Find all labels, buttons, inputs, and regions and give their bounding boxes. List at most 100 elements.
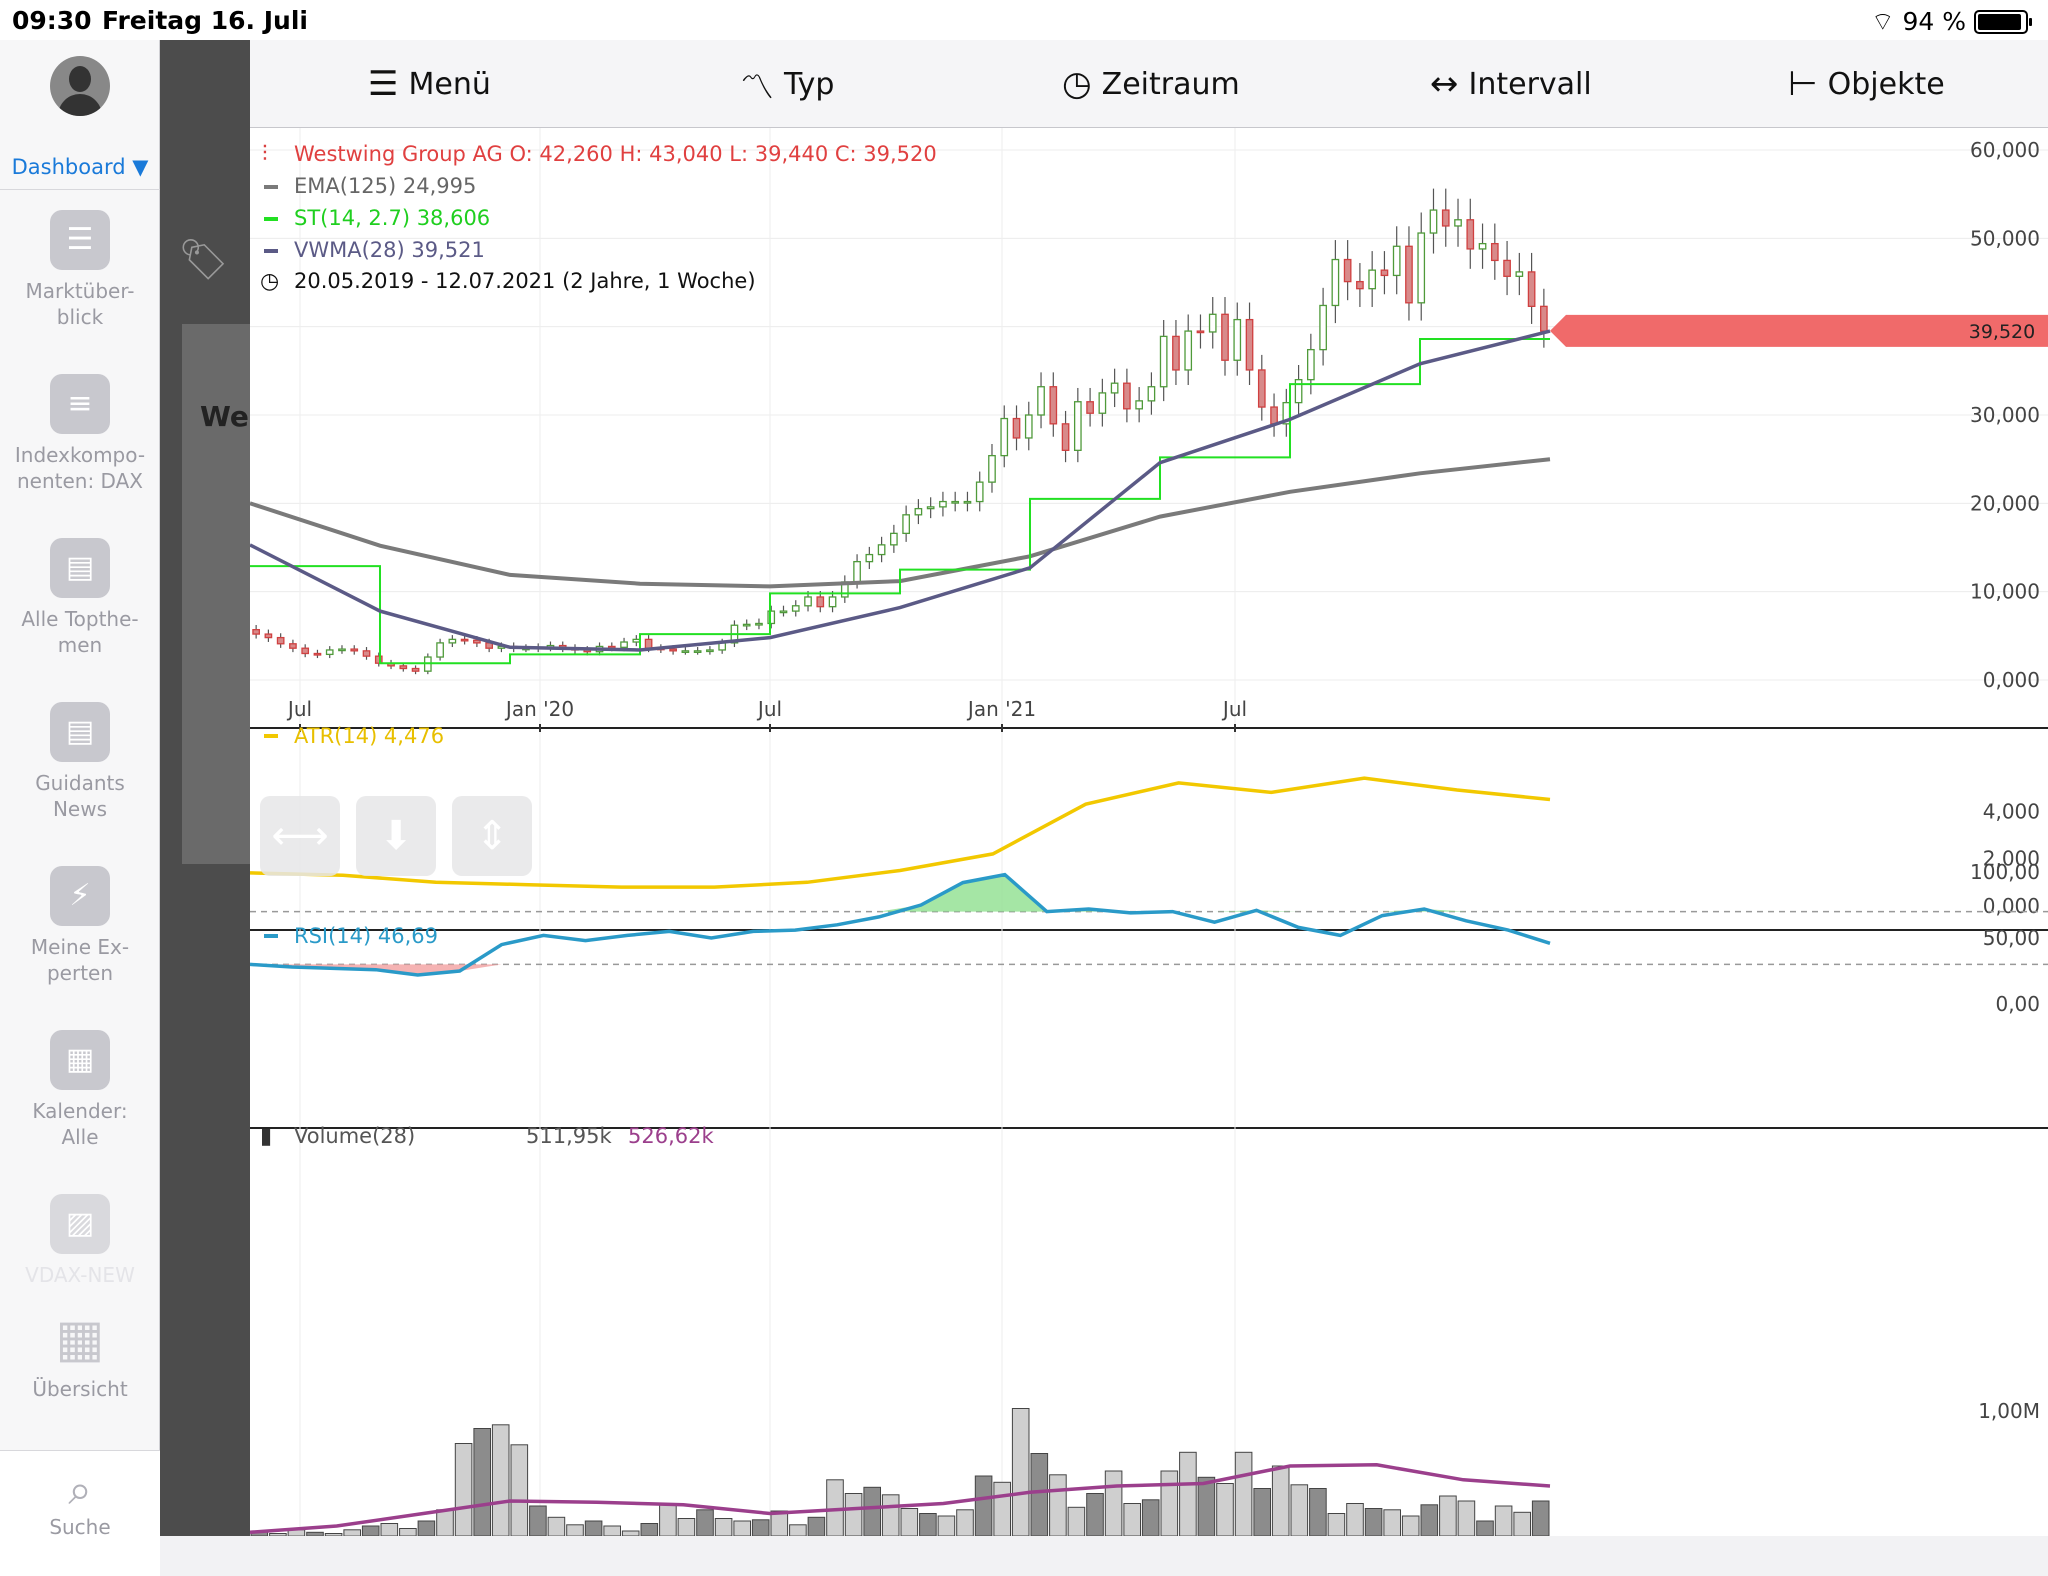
volume-bar <box>1309 1488 1327 1537</box>
volume-bar <box>1420 1504 1439 1537</box>
candle-body <box>1490 242 1499 262</box>
volume-bar <box>1364 1508 1383 1537</box>
type-button[interactable]: 〽 Typ <box>740 64 835 108</box>
chart-toolbar: ☰ Menü 〽 Typ ◷ Zeitraum ↔ Intervall ⊢ Objekte <box>250 40 2048 128</box>
candle-body <box>1454 219 1462 227</box>
volume-bar <box>974 1475 993 1537</box>
sidebar-item-marktueberblick[interactable]: ☰ Marktüber- blick <box>0 210 160 330</box>
candle-body <box>1147 386 1156 402</box>
objects-button[interactable]: ⊢ Objekte <box>1788 64 1945 104</box>
volume-bar <box>844 1493 863 1537</box>
candle-body <box>1405 245 1413 304</box>
legend-volume-value: 511,95k <box>526 1124 612 1148</box>
legend-volume-name: Volume(28) <box>294 1124 415 1148</box>
chart-area[interactable]: 4,000 2,000 0,000 100,00 50,00 0,00 1,00M ⫶ We… <box>249 128 2048 1537</box>
volume-bar <box>733 1520 751 1537</box>
volume-bar <box>956 1509 974 1537</box>
rsi-tick-label: 50,00 <box>1983 926 2040 950</box>
volume-bar <box>1216 1483 1234 1537</box>
volume-bar <box>863 1486 882 1537</box>
volume-bar <box>1141 1499 1160 1537</box>
candle-body <box>681 650 690 653</box>
atr-tick-label: 2,000 <box>1983 847 2040 871</box>
candle-body <box>1270 406 1278 425</box>
candle-body <box>374 655 383 664</box>
sidebar-item-topthemen[interactable]: ▤ Alle Topthe- men <box>0 538 160 658</box>
scroll-down-button[interactable]: ⬇ <box>356 796 436 876</box>
candle-body <box>1012 417 1021 439</box>
search-label: Suche <box>49 1515 111 1539</box>
pan-horizontal-button[interactable]: ⟷ <box>260 796 340 876</box>
volume-bar <box>919 1513 937 1537</box>
sidebar-item-label: Indexkompo- nenten: DAX <box>14 443 146 493</box>
volume-bar <box>1067 1506 1086 1537</box>
candle-body <box>1515 271 1524 277</box>
candle-body <box>951 500 960 504</box>
menu-button[interactable]: ☰ Menü <box>368 64 491 104</box>
candle-body <box>362 650 371 657</box>
chart-svg[interactable]: 4,000 2,000 0,000 100,00 50,00 0,00 1,00M ⫶ We… <box>249 128 2048 1537</box>
pan-vertical-button[interactable]: ⇕ <box>452 796 532 876</box>
volume-bar <box>603 1525 621 1537</box>
volume-bar <box>1123 1503 1142 1537</box>
volume-bar <box>677 1518 696 1537</box>
rsi-tick-label: 100,00 <box>1970 860 2040 884</box>
volume-bar <box>1104 1470 1123 1537</box>
sidebar-item-uebersicht[interactable]: ▦ Übersicht <box>0 1310 160 1402</box>
price-tick-label: 30,000 <box>1970 403 2040 427</box>
candle-body <box>1331 258 1340 307</box>
status-time: 09:30 <box>12 6 92 35</box>
arrow-left-right-icon: ⟷ <box>271 813 329 859</box>
volume-bar <box>1086 1493 1104 1537</box>
candle-body <box>1392 245 1401 277</box>
period-button[interactable]: ◷ Zeitraum <box>1062 64 1240 104</box>
candle-body <box>693 650 702 653</box>
vwma-legend-swatch <box>264 249 278 253</box>
dashboard-dropdown[interactable]: Dashboard ▼ <box>0 144 160 190</box>
volume-bar <box>1271 1465 1290 1537</box>
candle-body <box>755 622 763 626</box>
sidebar-item-guidants-news[interactable]: ▤ Guidants News <box>0 702 160 822</box>
candle-body <box>1540 305 1548 332</box>
candle-body <box>289 643 297 649</box>
sidebar-item-label: Marktüber- blick <box>25 279 135 329</box>
volume-bar <box>361 1525 380 1537</box>
ema-legend-swatch <box>264 185 278 189</box>
volume-bar <box>417 1520 436 1537</box>
arrow-down-icon: ⬇ <box>379 813 413 859</box>
avatar[interactable] <box>50 56 110 116</box>
search-icon: ⌕ <box>68 1465 92 1514</box>
candle-body <box>1233 318 1242 361</box>
sidebar-item-vdax[interactable]: ▨ VDAX-NEW <box>0 1194 160 1288</box>
volume-bar <box>529 1505 547 1537</box>
volume-bar <box>1179 1451 1197 1537</box>
sidebar-item-indexkomponenten[interactable]: ≡ Indexkompo- nenten: DAX <box>0 374 160 494</box>
candle-body <box>1294 379 1303 404</box>
list-icon: ☰ <box>50 210 110 270</box>
candle-body <box>1024 414 1033 439</box>
period-label: Zeitraum <box>1101 66 1240 102</box>
volume-legend-icon: ▮ <box>260 1124 272 1149</box>
tag-icon[interactable]: 🏷 <box>178 237 229 283</box>
background-chart-preview <box>182 324 250 864</box>
candle-body <box>1123 382 1131 410</box>
volume-bar <box>510 1444 529 1537</box>
candle-body <box>1429 209 1438 234</box>
candle-body <box>338 648 346 652</box>
volume-bar <box>1234 1451 1253 1537</box>
candle-body <box>1098 392 1107 414</box>
volume-bar <box>789 1524 807 1537</box>
volume-bar <box>399 1528 417 1537</box>
sidebar-item-experten[interactable]: ⚡ Meine Ex- perten <box>0 866 160 986</box>
interval-button[interactable]: ↔ Intervall <box>1430 64 1592 104</box>
candle-body <box>828 596 837 608</box>
calendar-icon: ▦ <box>50 1030 110 1090</box>
last-price-tag: 39,520 <box>1550 314 2048 347</box>
atr-line <box>249 776 1551 889</box>
candle-body <box>988 454 996 483</box>
type-label: Typ <box>784 66 835 102</box>
candle-body <box>1086 401 1094 414</box>
atr-tick-label: 0,000 <box>1983 894 2040 918</box>
sidebar-item-kalender[interactable]: ▦ Kalender: Alle <box>0 1030 160 1150</box>
search-button[interactable]: ⌕ Suche <box>0 1450 160 1576</box>
